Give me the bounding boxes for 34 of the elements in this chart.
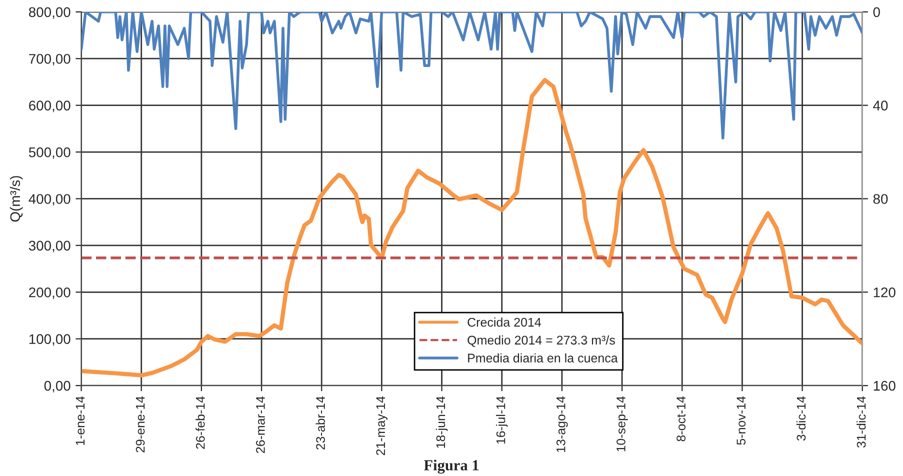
y2-tick-label: 40 (873, 100, 888, 110)
x-tick-label: 5-nov-14 (736, 396, 746, 445)
x-tick-label: 13-ago-14 (556, 396, 568, 452)
x-tick-label: 31-dic-14 (856, 396, 866, 448)
y2-tick-label: 0 (873, 7, 880, 18)
y2-tick-label: 120 (874, 287, 896, 298)
y-tick-label: 300,00 (28, 240, 70, 252)
line-series (81, 78, 862, 378)
legend-label: Qmedio 2014 = 273.3 m³/s (468, 335, 615, 347)
y-tick-label: 400,00 (28, 194, 70, 206)
y-tick-label: 800,00 (28, 7, 70, 19)
y-tick-label: 600,00 (29, 100, 70, 112)
y-tick-label: 100,00 (29, 334, 70, 346)
legend-label: Crecida 2014 (468, 318, 542, 327)
y-tick-label: 200,00 (29, 287, 70, 299)
x-tick-label: 26-mar-14 (256, 396, 265, 453)
x-tick-label: 8-oct-14 (676, 396, 686, 442)
y2-tick-label: 160 (874, 380, 896, 391)
y-tick-label: 500,00 (28, 147, 70, 159)
x-tick-label: 18-jun-14 (436, 396, 448, 448)
x-tick-label: 3-dic-14 (796, 396, 806, 441)
text: Figura 1 (424, 460, 479, 474)
x-tick-label: 21-may-14 (376, 396, 388, 456)
x-tick-label: 1-ene-14 (76, 396, 85, 446)
x-tick-label: 10-sep-14 (616, 396, 628, 452)
y-axis-title: Q(m³/s) (10, 176, 23, 222)
x-tick-label: 23-abr-14 (316, 396, 325, 450)
y-tick-label: 0,00 (44, 380, 70, 392)
y-tick-label: 700,00 (29, 54, 70, 66)
legend-label: Pmedia diaria en la cuenca (468, 353, 618, 362)
x-tick-label: 26-feb-14 (196, 396, 205, 449)
x-tick-label: 16-jul-14 (496, 396, 508, 444)
y2-tick-label: 80 (873, 194, 888, 204)
x-tick-label: 29-ene-14 (136, 396, 145, 452)
